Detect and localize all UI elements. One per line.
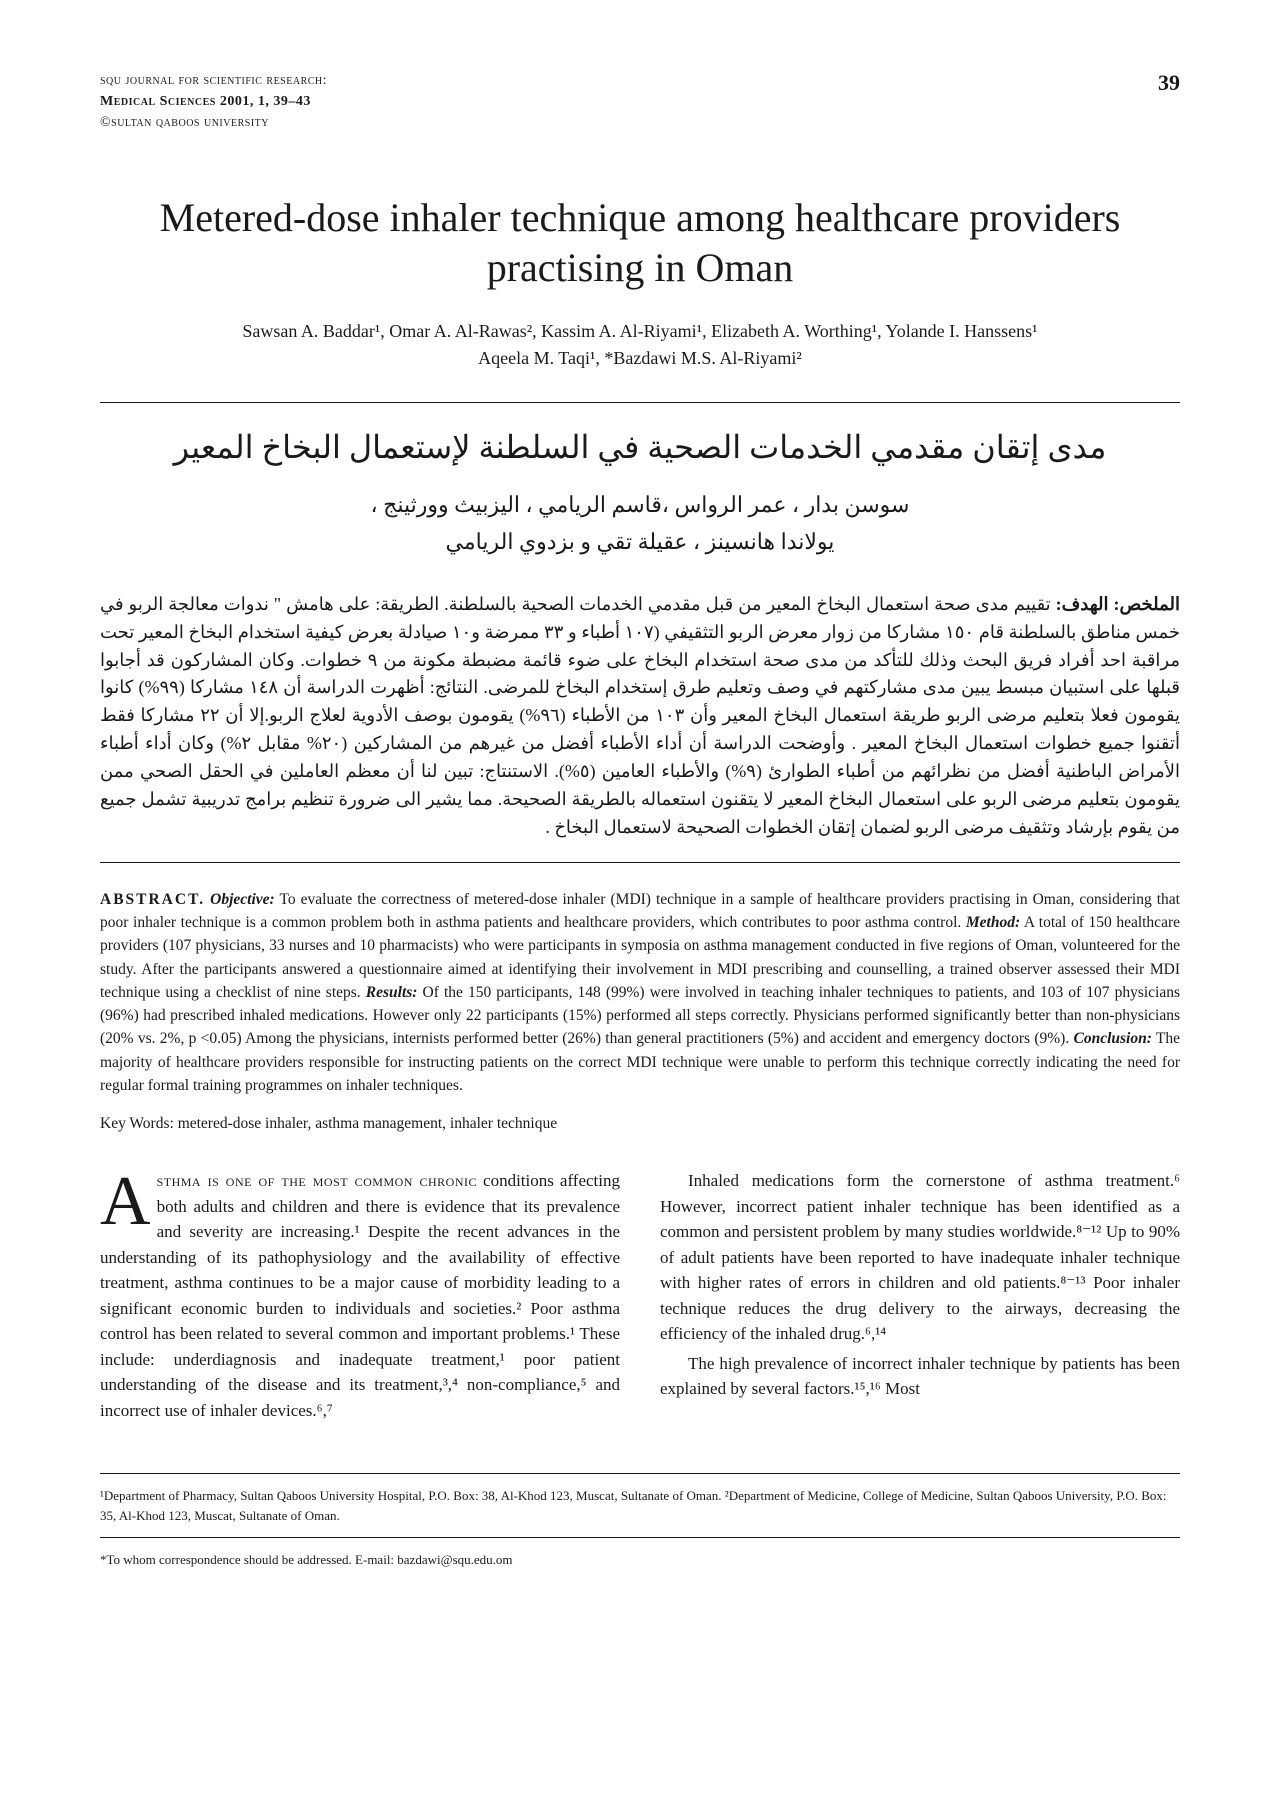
article-title-en: Metered-dose inhaler technique among hea…	[100, 193, 1180, 293]
page-header: squ journal for scientific research: Med…	[100, 70, 1180, 133]
authors-en-line1: Sawsan A. Baddar¹, Omar A. Al-Rawas², Ka…	[100, 318, 1180, 345]
body-p2: Inhaled medications form the cornerstone…	[660, 1168, 1180, 1347]
page-footer: ¹Department of Pharmacy, Sultan Qaboos U…	[100, 1473, 1180, 1570]
footer-rule-1	[100, 1473, 1180, 1474]
body-p1-rest: conditions affecting both adults and chi…	[100, 1171, 620, 1394]
body-p1: Asthma is one of the most common chronic…	[100, 1168, 620, 1423]
affiliations: ¹Department of Pharmacy, Sultan Qaboos U…	[100, 1486, 1180, 1525]
journal-issue: Medical Sciences 2001, 1, 39–43	[100, 91, 327, 112]
objective-label: Objective:	[210, 891, 275, 908]
method-label: Method:	[966, 914, 1020, 931]
article-title-ar: مدى إتقان مقدمي الخدمات الصحية في السلطن…	[100, 428, 1180, 466]
dropcap: A	[100, 1168, 157, 1232]
journal-copyright: ©sultan qaboos university	[100, 112, 327, 133]
journal-name: squ journal for scientific research:	[100, 70, 327, 91]
abstract-heading: ABSTRACT.	[100, 891, 205, 908]
authors-ar-line1: سوسن بدار ، عمر الرواس ،قاسم الريامي ، ا…	[100, 486, 1180, 523]
abstract-english: ABSTRACT. Objective: To evaluate the cor…	[100, 888, 1180, 1097]
keywords-line: Key Words: metered-dose inhaler, asthma …	[100, 1115, 1180, 1133]
abstract-ar-lead: الملخص: الهدف:	[1056, 594, 1180, 614]
authors-en-line2: Aqeela M. Taqi¹, *Bazdawi M.S. Al-Riyami…	[100, 345, 1180, 372]
authors-ar: سوسن بدار ، عمر الرواس ،قاسم الريامي ، ا…	[100, 486, 1180, 561]
page-number: 39	[1158, 70, 1180, 96]
authors-en: Sawsan A. Baddar¹, Omar A. Al-Rawas², Ka…	[100, 318, 1180, 372]
keywords-label: Key Words:	[100, 1115, 174, 1132]
abstract-arabic: الملخص: الهدف: تقييم مدى صحة استعمال الب…	[100, 591, 1180, 842]
conclusion-label: Conclusion:	[1074, 1030, 1152, 1047]
journal-info: squ journal for scientific research: Med…	[100, 70, 327, 133]
results-label: Results:	[366, 984, 418, 1001]
divider-top	[100, 402, 1180, 403]
journal-page: squ journal for scientific research: Med…	[0, 0, 1280, 1810]
authors-ar-line2: يولاندا هانسينز ، عقيلة تقي و بزدوي الري…	[100, 523, 1180, 560]
body-p3: The high prevalence of incorrect inhaler…	[660, 1351, 1180, 1402]
keywords-text: metered-dose inhaler, asthma management,…	[178, 1115, 557, 1132]
body-firstline: sthma is one of the most common chronic	[157, 1171, 477, 1190]
footer-rule-2	[100, 1537, 1180, 1538]
divider-mid	[100, 862, 1180, 863]
abstract-ar-body: تقييم مدى صحة استعمال البخاخ المعير من ق…	[100, 594, 1180, 837]
article-body: Asthma is one of the most common chronic…	[100, 1168, 1180, 1423]
correspondence: *To whom correspondence should be addres…	[100, 1550, 1180, 1570]
